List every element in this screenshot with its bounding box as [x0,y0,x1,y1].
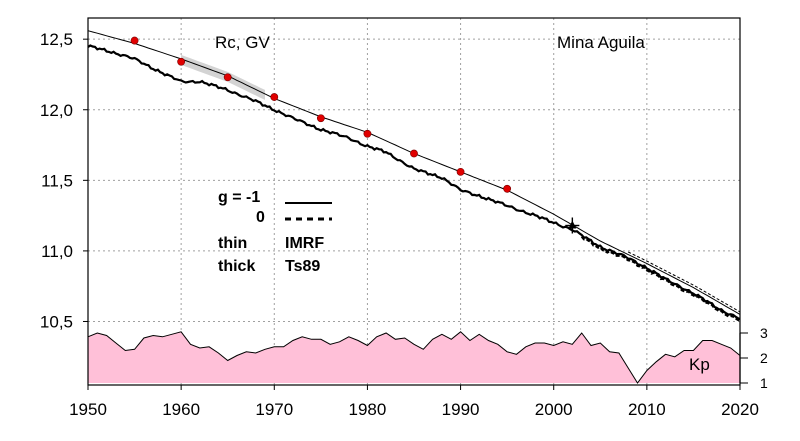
axes [83,17,748,390]
kp-tick-label: 3 [760,325,768,341]
series-group [87,30,741,322]
x-tick-label: 1960 [162,400,200,419]
y-tick-label: 12,5 [40,30,73,49]
kp-fill [88,331,740,383]
x-tick-label: 2020 [721,400,759,419]
x-tick-label: 1950 [69,400,107,419]
data-point [270,93,279,101]
tick-labels: 1950 1960 1970 1980 1990 2000 2010 2020 10,5 11,0… [40,30,768,419]
x-tick-label: 2000 [535,400,573,419]
kp-tick-label: 1 [760,375,768,391]
kp-area [87,331,741,384]
marker-group [130,36,580,234]
legend-g-minus1: g = -1 [218,189,260,206]
data-point [130,36,139,45]
kp-tick-label: 2 [760,350,768,366]
y-tick-label: 10,5 [40,312,73,331]
plot-frame [87,17,741,386]
series-thin-imrf [87,30,741,315]
data-point [363,129,372,138]
x-tick-label: 1980 [349,400,387,419]
legend-imrf: IMRF [285,235,324,252]
y-tick-label: 11,0 [41,242,73,261]
data-point [410,149,418,158]
legend-g-zero: 0 [256,209,265,226]
series-thick-dashed [580,235,741,322]
x-tick-label: 1970 [255,400,293,419]
quantity-label: Rc, GV [215,33,270,52]
legend-thick: thick [218,258,255,275]
legend-thin: thin [218,235,247,252]
kp-line [87,331,741,384]
data-point [456,167,465,176]
series-thin-dashed [627,251,741,313]
series-thick-ts89 [87,44,741,321]
y-tick-label: 12,0 [40,101,73,120]
y-tick-label: 11,5 [41,171,73,190]
data-point [503,184,512,193]
data-point [316,114,325,123]
x-tick-label: 2010 [628,400,666,419]
kp-label: Kp [689,355,710,374]
data-point [177,57,186,66]
data-point [223,73,232,82]
uncertainty-band [181,54,265,100]
legend-ts89: Ts89 [285,258,320,275]
grid [88,18,740,385]
station-label: Mina Aguila [557,33,645,52]
crossing-marker-triangle [568,220,577,229]
x-tick-label: 1990 [442,400,480,419]
